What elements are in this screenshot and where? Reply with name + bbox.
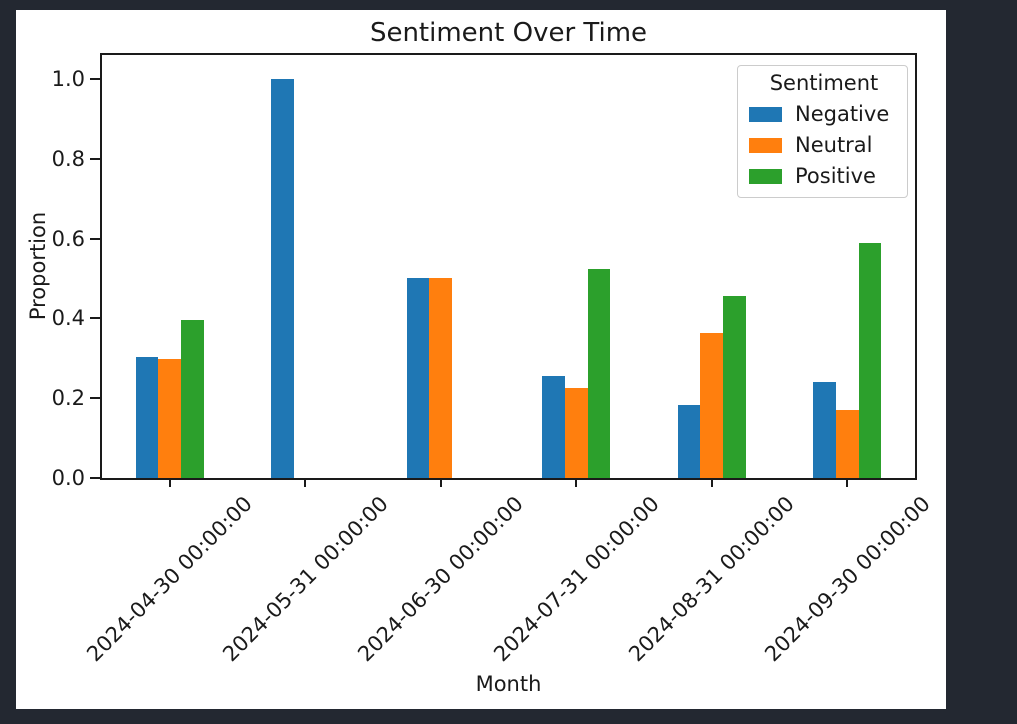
bar-negative (813, 381, 836, 478)
y-axis-label: Proportion (26, 211, 50, 321)
bar-negative (271, 78, 294, 478)
legend-row: Negative (749, 102, 899, 126)
bar-neutral (564, 388, 588, 478)
x-tick-mark (846, 478, 849, 487)
plot-area: Sentiment Negative Neutral Positive 0.0 0.2… (52, 53, 935, 667)
chart-title: Sentiment Over Time (369, 18, 648, 48)
x-axis-label: Month (475, 672, 542, 696)
y-tick-mark (90, 317, 100, 320)
y-tick-label: 0.4 (51, 306, 85, 331)
bar-positive (723, 295, 746, 478)
y-tick-mark (90, 477, 100, 479)
bar-neutral (835, 410, 859, 478)
y-tick-mark (90, 157, 100, 160)
bar-negative (677, 405, 701, 478)
legend-row: Neutral (749, 133, 899, 157)
x-tick-mark (168, 478, 171, 487)
legend-title: Sentiment (769, 71, 879, 95)
legend-label: Negative (795, 102, 890, 126)
legend-label: Positive (795, 164, 876, 188)
y-tick-label: 0.8 (51, 146, 85, 171)
legend-swatch-negative (749, 106, 782, 122)
x-tick-mark (304, 478, 307, 487)
x-tick-mark (575, 478, 578, 487)
y-tick-label: 0.6 (51, 226, 85, 251)
bar-positive (181, 320, 204, 478)
bar-neutral (429, 278, 453, 478)
y-tick-label: 1.0 (51, 66, 85, 91)
bar-negative (542, 375, 565, 478)
figure: Sentiment Over Time Proportion Sentiment… (16, 10, 946, 709)
y-tick-mark (90, 77, 100, 80)
y-tick-label: 0.2 (51, 386, 85, 411)
legend-entries: Negative Neutral Positive (749, 102, 899, 188)
bar-negative (406, 278, 430, 478)
bar-negative (135, 357, 159, 478)
y-tick-label: 0.0 (51, 466, 85, 490)
legend-swatch-positive (749, 168, 782, 184)
bar-neutral (158, 359, 182, 478)
legend-row: Positive (749, 164, 899, 188)
y-tick-mark (90, 397, 100, 400)
legend-swatch-neutral (749, 137, 782, 153)
bar-neutral (700, 332, 724, 478)
bar-positive (858, 242, 882, 478)
legend-label: Neutral (795, 133, 873, 157)
bar-positive (587, 268, 611, 478)
y-tick-mark (90, 237, 100, 240)
x-tick-mark (439, 478, 442, 487)
legend: Sentiment Negative Neutral Positive (737, 65, 908, 198)
x-tick-mark (710, 478, 713, 487)
